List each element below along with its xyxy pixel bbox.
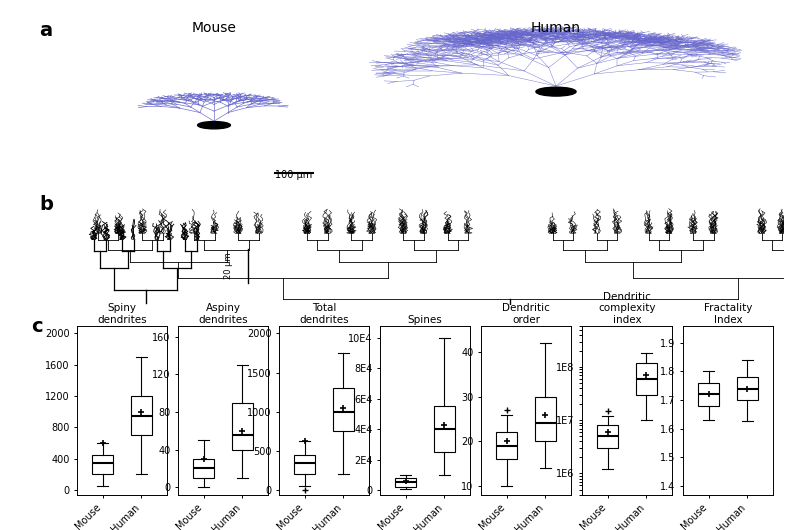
PathPatch shape	[232, 403, 253, 449]
Text: b: b	[39, 195, 53, 214]
PathPatch shape	[636, 363, 657, 395]
PathPatch shape	[92, 455, 114, 474]
Title: Total
dendrites: Total dendrites	[299, 303, 349, 325]
Title: Spines: Spines	[408, 315, 442, 325]
PathPatch shape	[534, 397, 556, 441]
PathPatch shape	[434, 407, 455, 452]
Title: Aspiny
dendrites: Aspiny dendrites	[198, 303, 248, 325]
Circle shape	[536, 87, 576, 96]
Circle shape	[198, 121, 230, 129]
PathPatch shape	[737, 377, 758, 400]
Text: Human: Human	[531, 21, 581, 35]
Text: 20 μm: 20 μm	[224, 252, 233, 279]
Title: Dendritic
complexity
index: Dendritic complexity index	[598, 292, 656, 325]
PathPatch shape	[496, 432, 518, 459]
PathPatch shape	[333, 388, 354, 431]
Title: Spiny
dendrites: Spiny dendrites	[97, 303, 147, 325]
Text: c: c	[32, 317, 43, 337]
PathPatch shape	[294, 455, 315, 474]
Text: 100 μm: 100 μm	[275, 170, 313, 180]
Text: a: a	[39, 21, 52, 40]
PathPatch shape	[698, 383, 719, 406]
PathPatch shape	[130, 396, 152, 435]
PathPatch shape	[597, 426, 618, 448]
Title: Fractality
Index: Fractality Index	[704, 303, 752, 325]
PathPatch shape	[193, 459, 214, 478]
Text: Mouse: Mouse	[191, 21, 237, 35]
Title: Dendritic
order: Dendritic order	[502, 303, 550, 325]
PathPatch shape	[395, 478, 416, 487]
